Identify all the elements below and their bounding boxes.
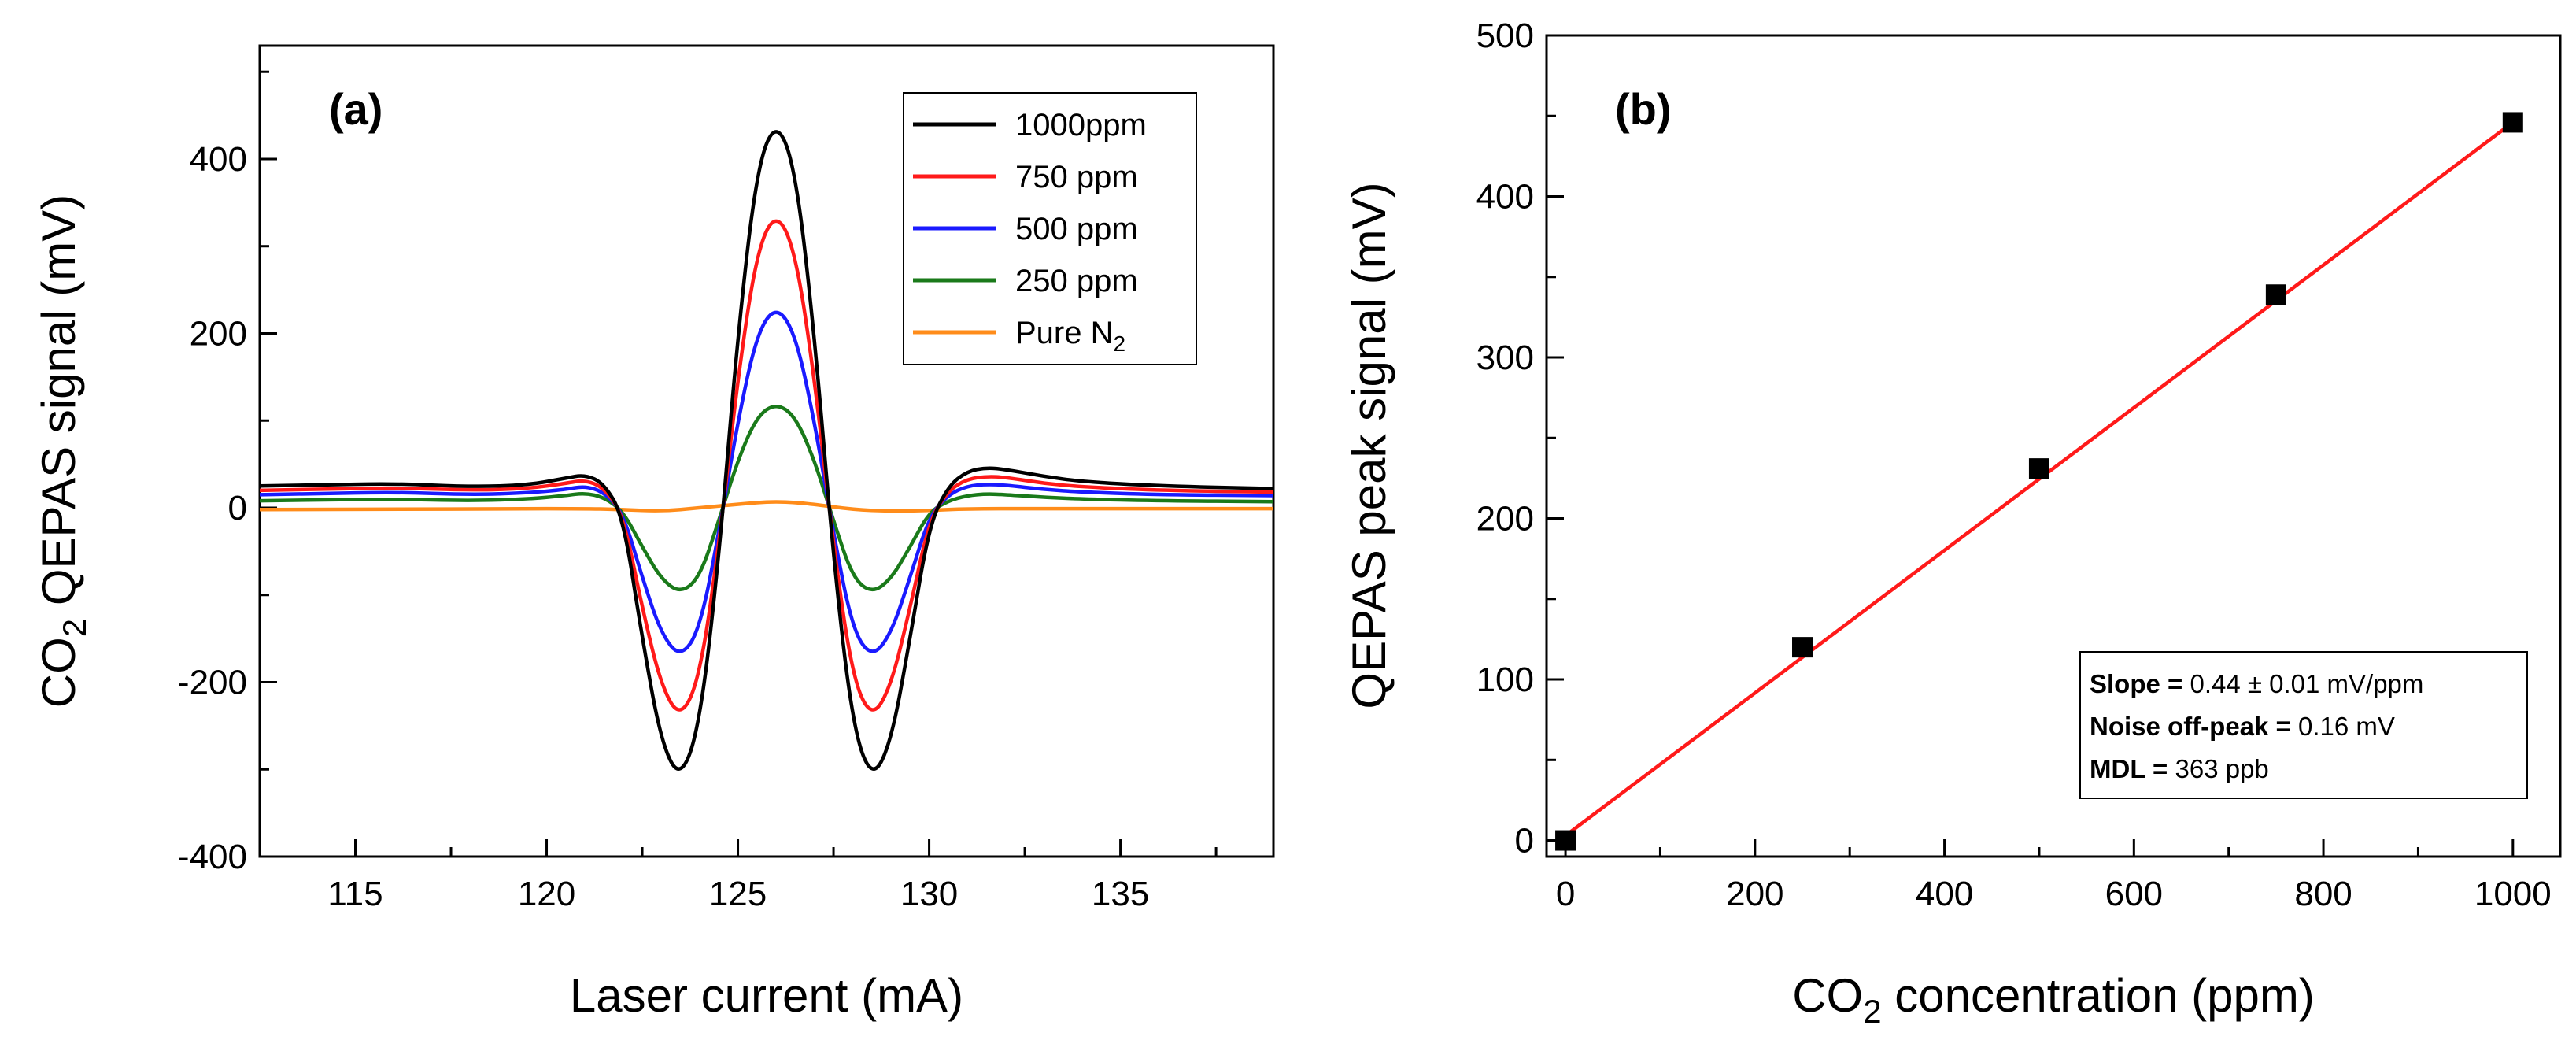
panel-a-label: (a) <box>329 84 383 134</box>
y-tick-label: 0 <box>228 489 247 527</box>
legend-label: 750 ppm <box>1015 160 1138 194</box>
panel-a-ylabel-rest: QEPAS signal (mV) <box>32 194 85 619</box>
panel-a-series <box>259 130 1274 771</box>
panel-b-label: (b) <box>1615 84 1672 134</box>
series-line-750-ppm <box>259 219 1274 712</box>
panel-a-xlabel: Laser current (mA) <box>570 969 963 1022</box>
annotation-line: Slope = 0.44 ± 0.01 mV/ppm <box>2090 669 2423 698</box>
panel-b-xlabel-main: CO <box>1792 969 1863 1022</box>
x-tick-label: 200 <box>1726 875 1783 913</box>
data-point <box>2028 458 2049 479</box>
annotation-line: MDL = 363 ppb <box>2090 754 2269 783</box>
y-tick-label: 300 <box>1476 339 1534 377</box>
x-tick-label: 115 <box>327 875 383 913</box>
panel-a-ylabel-sub: 2 <box>56 619 93 637</box>
panel-a-ylabel-main: CO <box>32 637 85 708</box>
panel-b-frame <box>1545 34 2562 858</box>
panel-b-ticks: 0 200 400 600 800 1000 0 100 200 300 400 500 <box>1476 17 2552 913</box>
x-tick-label: 130 <box>900 875 958 913</box>
series-line-pure-n <box>259 500 1273 513</box>
panel-a-chart: 115 120 125 130 135 -400 -200 0 200 400 (a) 1000p… <box>32 44 1275 1022</box>
panel-b-xlabel-sub: 2 <box>1863 993 1881 1030</box>
x-tick-label: 1000 <box>2474 875 2552 913</box>
data-point <box>1792 637 1813 658</box>
panel-b-ylabel: QEPAS peak signal (mV) <box>1343 182 1395 709</box>
y-tick-label: -200 <box>178 663 247 701</box>
x-tick-label: 0 <box>1556 875 1575 913</box>
legend-label: 250 ppm <box>1015 264 1138 298</box>
data-point <box>2502 112 2523 133</box>
panel-b-xlabel-rest: concentration (ppm) <box>1882 969 2315 1022</box>
series-line-250-ppm <box>259 404 1274 592</box>
annotation-box: Slope = 0.44 ± 0.01 mV/ppm Noise off-peak… <box>2079 651 2528 799</box>
panel-a-ylabel: CO2 QEPAS signal (mV) <box>32 194 93 708</box>
data-point <box>2265 284 2286 305</box>
x-tick-label: 600 <box>2105 875 2163 913</box>
panel-b-series <box>1555 112 2523 851</box>
legend-label: 1000ppm <box>1015 108 1147 142</box>
x-tick-label: 400 <box>1916 875 1973 913</box>
x-tick-label: 125 <box>709 875 767 913</box>
data-point <box>1555 830 1576 851</box>
y-tick-label: 200 <box>1476 500 1534 538</box>
legend-label: 500 ppm <box>1015 212 1138 246</box>
annotation-frame <box>2079 651 2528 799</box>
y-tick-label: 200 <box>190 314 247 353</box>
y-tick-label: 0 <box>1515 822 1534 860</box>
y-tick-label: -400 <box>178 838 247 876</box>
x-tick-label: 120 <box>518 875 575 913</box>
panel-b-chart: 0 200 400 600 800 1000 0 100 200 300 400 500 (b) Sl… <box>1343 17 2562 1030</box>
y-tick-label: 100 <box>1476 661 1534 699</box>
series-line-500-ppm <box>259 310 1274 653</box>
panel-a-ticks: 115 120 125 130 135 -400 -200 0 200 400 <box>178 70 1218 913</box>
fit-line <box>1564 120 2515 838</box>
y-tick-label: 400 <box>1476 178 1534 216</box>
panel-b-xlabel: CO2 concentration (ppm) <box>1792 969 2315 1030</box>
x-tick-label: 800 <box>2294 875 2352 913</box>
series-line-1000ppm <box>259 130 1274 771</box>
legend-label: Pure N2 <box>1015 316 1125 356</box>
y-tick-label: 400 <box>190 140 247 179</box>
x-tick-label: 135 <box>1092 875 1149 913</box>
panel-a-legend: 1000ppm 750 ppm 500 ppm 250 ppm Pure N2 <box>903 92 1197 365</box>
y-tick-label: 500 <box>1476 17 1534 55</box>
annotation-line: Noise off-peak = 0.16 mV <box>2090 712 2395 741</box>
panel-a-frame <box>258 44 1275 858</box>
